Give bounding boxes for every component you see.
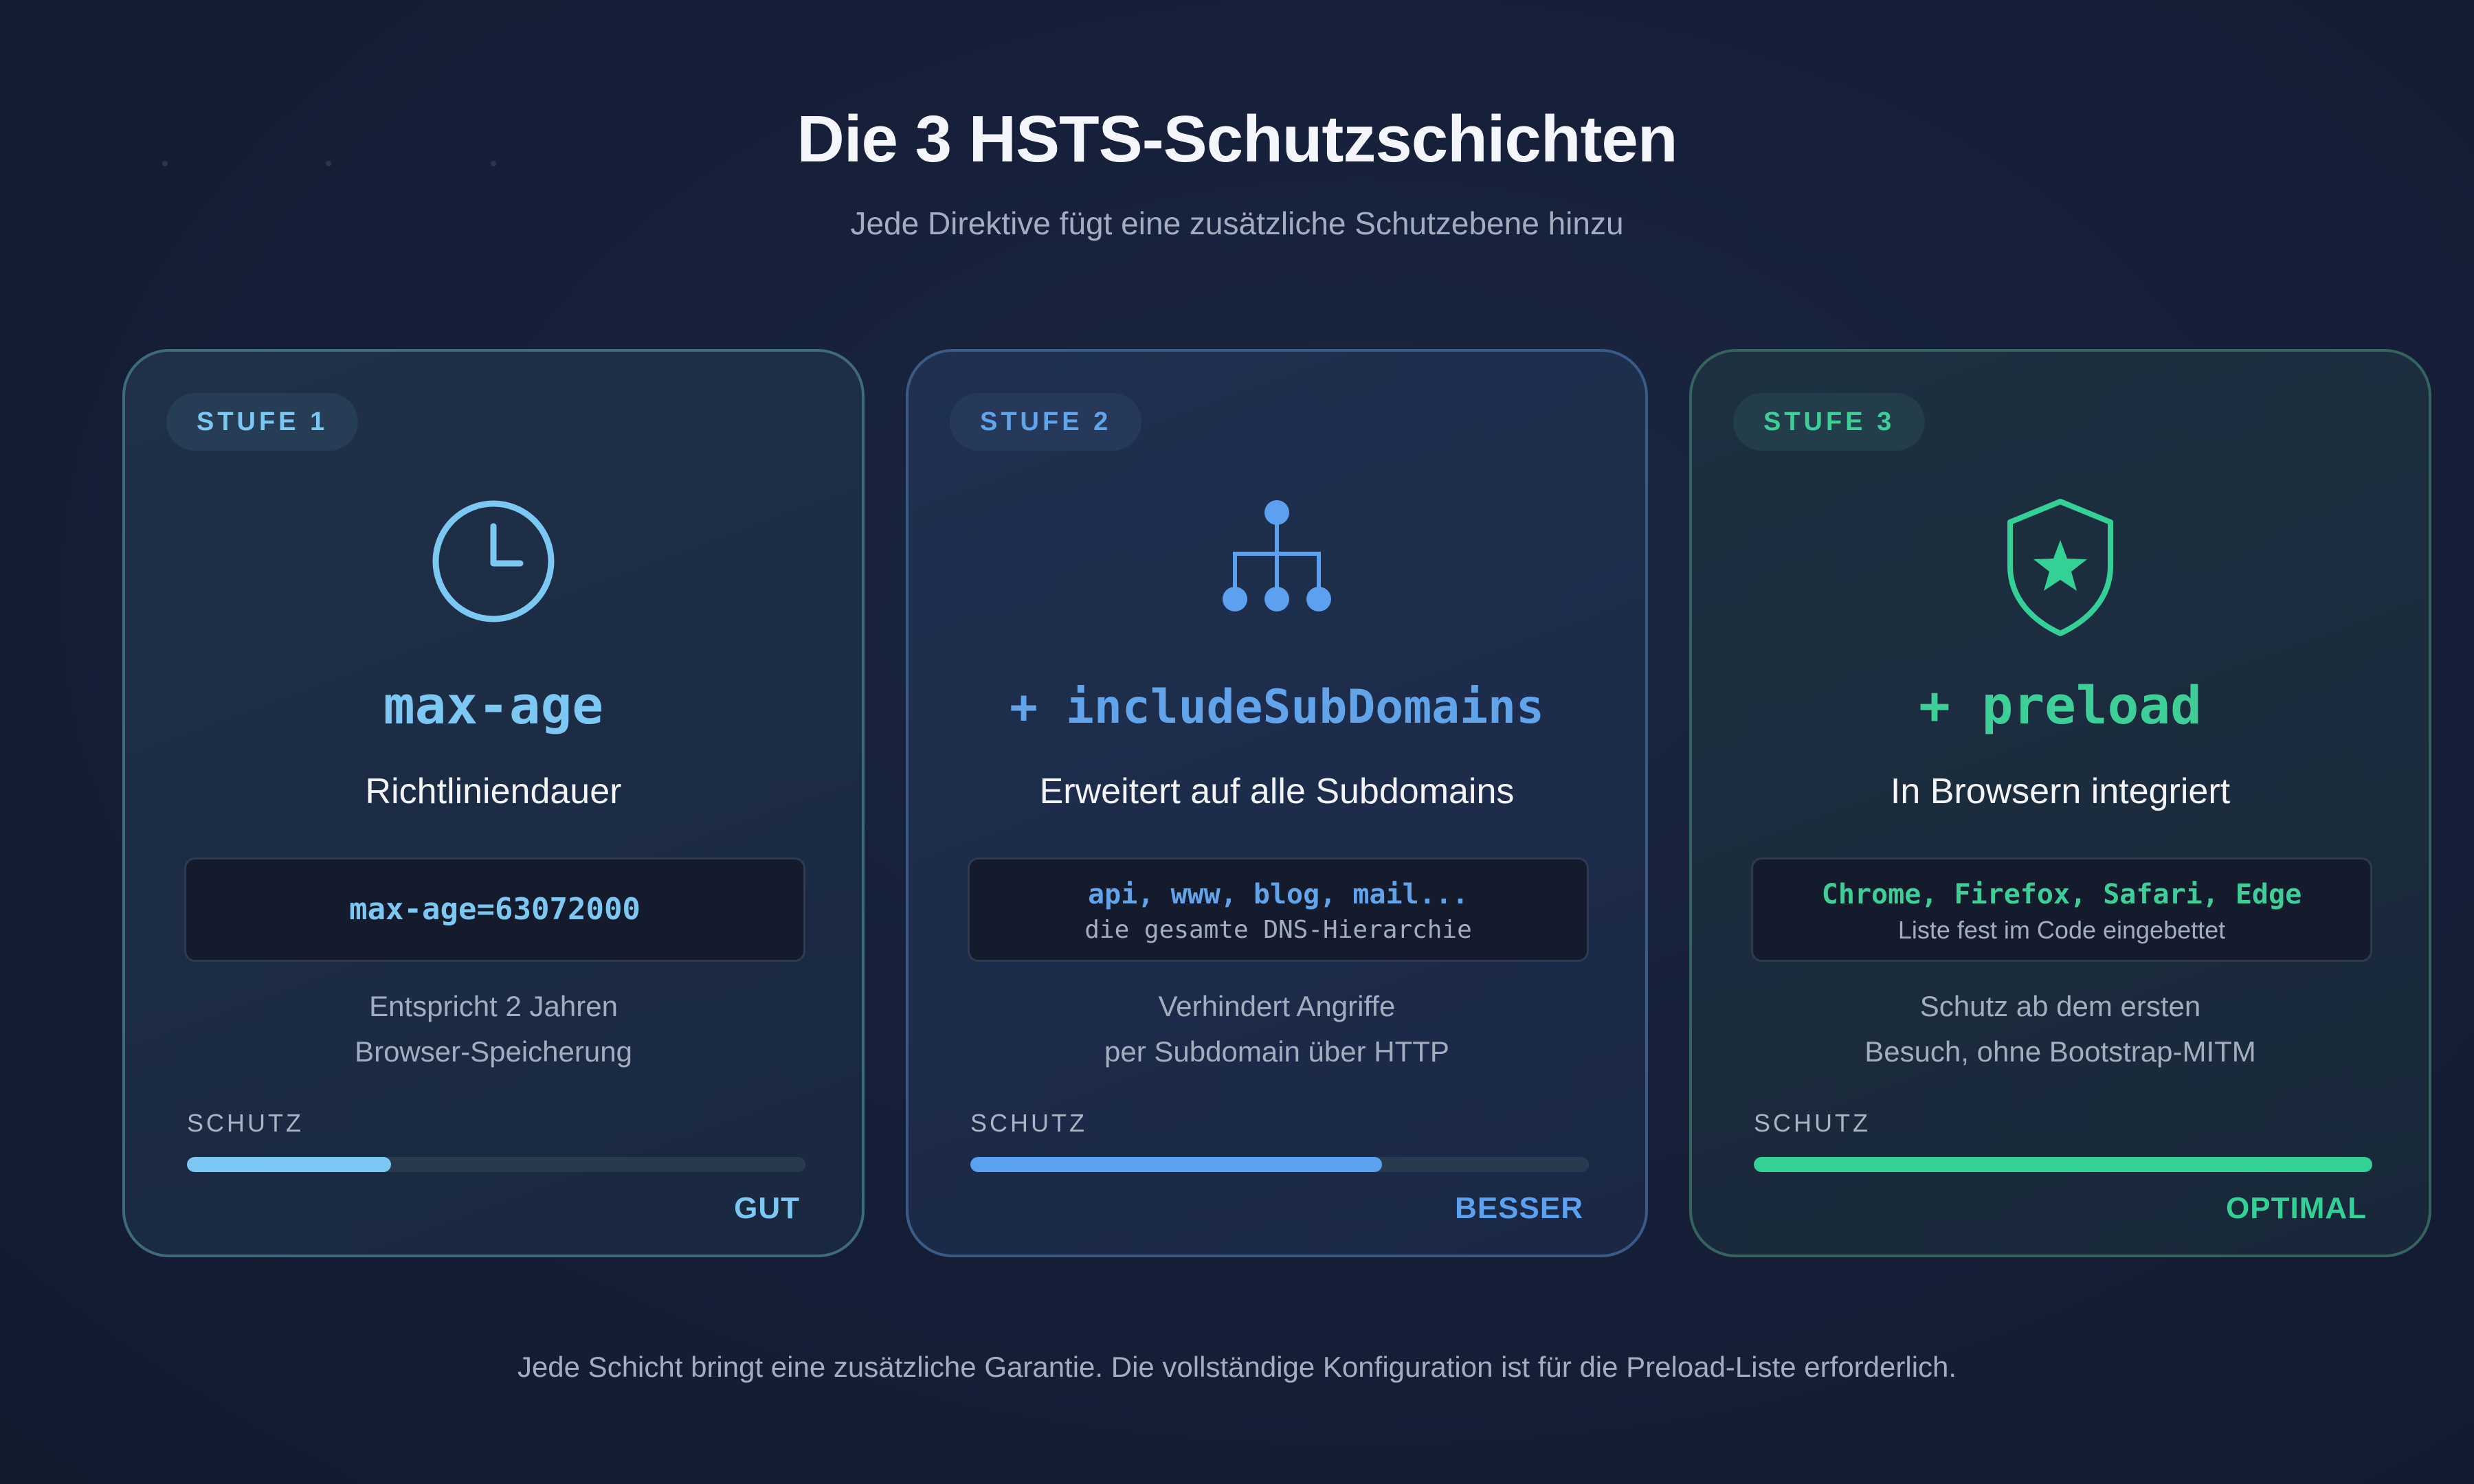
stage-badge: STUFE 3 — [1733, 393, 1926, 451]
protection-bar-fill — [1754, 1157, 2372, 1172]
stage-badge: STUFE 1 — [166, 393, 359, 451]
hierarchy-icon — [909, 496, 1645, 633]
protection-bar-fill — [187, 1157, 391, 1172]
code-example: Chrome, Firefox, Safari, Edge — [1821, 879, 2302, 910]
code-note: die gesamte DNS-Hierarchie — [1084, 916, 1472, 944]
shield-star-icon — [1692, 496, 2429, 636]
protection-label: SCHUTZ — [187, 1109, 304, 1137]
code-note: Liste fest im Code eingebettet — [1897, 916, 2226, 944]
protection-bar-fill — [970, 1157, 1382, 1172]
code-example: max-age=63072000 — [349, 892, 640, 927]
description-line-1: Verhindert Angriffe — [1158, 990, 1396, 1022]
layer-description: Verhindert Angriffe per Subdomain über H… — [909, 984, 1645, 1075]
layer-card-1: STUFE 1 max-age Richtliniendauer max-age… — [122, 349, 865, 1257]
description-line-1: Entspricht 2 Jahren — [369, 990, 618, 1022]
protection-level: GUT — [734, 1191, 800, 1225]
directive-name: max-age — [383, 675, 604, 736]
decor-dot — [326, 161, 331, 166]
layer-card-3: STUFE 3 + preload In Browsern integriert… — [1689, 349, 2431, 1257]
decor-dot — [491, 161, 496, 166]
description-line-1: Schutz ab dem ersten — [1919, 990, 2201, 1022]
layer-description: Schutz ab dem ersten Besuch, ohne Bootst… — [1692, 984, 2429, 1075]
code-box: max-age=63072000 — [184, 857, 805, 962]
footer-note: Jede Schicht bringt eine zusätzliche Gar… — [517, 1351, 1957, 1383]
code-box: api, www, blog, mail... die gesamte DNS-… — [968, 857, 1589, 962]
protection-label: SCHUTZ — [1754, 1109, 1871, 1137]
layer-heading: Erweitert auf alle Subdomains — [1039, 772, 1515, 811]
protection-label: SCHUTZ — [970, 1109, 1087, 1137]
page-title: Die 3 HSTS-Schutzschichten — [796, 102, 1678, 176]
layer-description: Entspricht 2 Jahren Browser-Speicherung — [125, 984, 862, 1075]
layer-heading: In Browsern integriert — [1890, 772, 2231, 811]
description-line-2: per Subdomain über HTTP — [1104, 1035, 1449, 1068]
directive-name: + includeSubDomains — [1010, 680, 1544, 734]
protection-level: BESSER — [1455, 1191, 1583, 1225]
protection-level: OPTIMAL — [2226, 1191, 2367, 1225]
directive-name: + preload — [1919, 675, 2202, 736]
code-example: api, www, blog, mail... — [1088, 879, 1469, 910]
code-box: Chrome, Firefox, Safari, Edge Liste fest… — [1751, 857, 2372, 962]
protection-bar — [970, 1157, 1589, 1172]
protection-bar — [187, 1157, 805, 1172]
description-line-2: Besuch, ohne Bootstrap-MITM — [1864, 1035, 2256, 1068]
protection-bar — [1754, 1157, 2372, 1172]
description-line-2: Browser-Speicherung — [355, 1035, 632, 1068]
page-subtitle: Jede Direktive fügt eine zusätzliche Sch… — [850, 205, 1624, 241]
stage-badge: STUFE 2 — [950, 393, 1142, 451]
layer-card-2: STUFE 2 + includeSubDomains Erweitert au… — [906, 349, 1648, 1257]
clock-icon — [125, 496, 862, 633]
layer-heading: Richtliniendauer — [365, 772, 622, 811]
decor-dot — [162, 161, 168, 166]
